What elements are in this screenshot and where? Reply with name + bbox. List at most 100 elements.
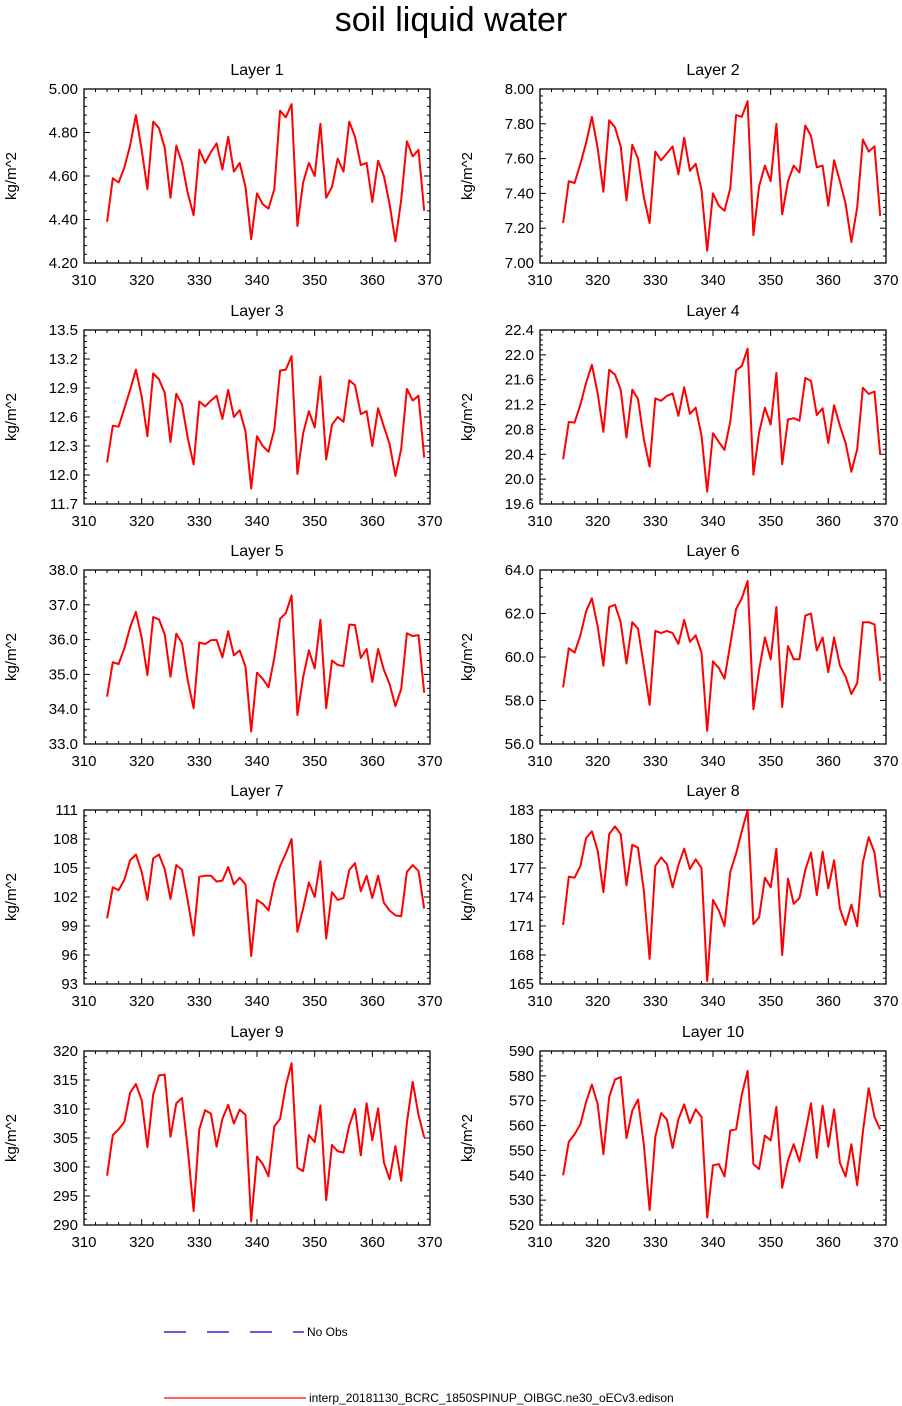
series-line: [106, 103, 426, 243]
y-tick-label: 290: [53, 1217, 78, 1234]
x-tick-label: 370: [873, 513, 898, 530]
plot-title: Layer 2: [686, 62, 739, 79]
y-tick-label: 36.0: [49, 632, 78, 649]
x-tick-label: 350: [758, 753, 783, 770]
series-line: [562, 347, 882, 493]
y-tick-label: 7.20: [505, 220, 534, 237]
x-tick-label: 360: [816, 272, 841, 289]
y-tick-label: 305: [53, 1130, 78, 1147]
series-line: [106, 355, 426, 490]
y-tick-label: 93: [61, 976, 78, 993]
y-tick-label: 19.6: [505, 496, 534, 513]
y-axis-label: kg/m^2: [459, 873, 476, 921]
y-axis-label: kg/m^2: [459, 152, 476, 200]
x-tick-label: 310: [527, 272, 552, 289]
x-tick-label: 330: [643, 513, 668, 530]
y-tick-label: 4.20: [49, 255, 78, 272]
y-tick-label: 168: [509, 947, 534, 964]
x-tick-label: 330: [187, 753, 212, 770]
plot-title: Layer 6: [686, 543, 739, 560]
x-tick-label: 330: [187, 513, 212, 530]
x-tick-label: 350: [758, 993, 783, 1010]
y-tick-label: 7.40: [505, 185, 534, 202]
y-tick-label: 102: [53, 889, 78, 906]
series-line: [562, 1069, 882, 1219]
layer-plot-10: Layer 10 310 320 330 340 350 360 370 520 530 540 55…: [459, 1024, 899, 1251]
y-tick-label: 60.0: [505, 649, 534, 666]
y-tick-label: 530: [509, 1192, 534, 1209]
x-tick-label: 320: [129, 272, 154, 289]
y-tick-label: 99: [61, 918, 78, 935]
plot-frame: [83, 569, 431, 745]
x-tick-label: 370: [873, 1234, 898, 1251]
y-tick-label: 580: [509, 1068, 534, 1085]
x-tick-label: 370: [873, 993, 898, 1010]
plot-frame: [83, 809, 431, 985]
layer-plot-8: Layer 8 310 320 330 340 350 360 370 165 168 171 174…: [459, 783, 899, 1010]
x-tick-label: 350: [302, 272, 327, 289]
y-tick-label: 105: [53, 860, 78, 877]
plot-frame: [539, 809, 887, 985]
y-tick-label: 165: [509, 976, 534, 993]
x-tick-label: 350: [302, 993, 327, 1010]
x-tick-label: 330: [643, 753, 668, 770]
x-tick-label: 360: [816, 513, 841, 530]
x-tick-label: 340: [244, 993, 269, 1010]
layer-plot-7: Layer 7 310 320 330 340 350 360 370 93 96 99 102 105…: [3, 783, 443, 1010]
x-tick-label: 320: [129, 1234, 154, 1251]
x-tick-label: 360: [360, 753, 385, 770]
x-tick-label: 320: [585, 1234, 610, 1251]
x-tick-label: 370: [417, 272, 442, 289]
main-title: soil liquid water: [334, 1, 568, 39]
x-tick-label: 360: [360, 993, 385, 1010]
plot-frame: [539, 88, 887, 264]
x-tick-label: 350: [302, 1234, 327, 1251]
y-tick-label: 5.00: [49, 81, 78, 98]
x-tick-label: 350: [758, 1234, 783, 1251]
x-tick-label: 350: [302, 513, 327, 530]
x-tick-label: 330: [643, 993, 668, 1010]
y-tick-label: 7.00: [505, 255, 534, 272]
y-axis-label: kg/m^2: [3, 152, 20, 200]
x-tick-label: 340: [244, 1234, 269, 1251]
x-tick-label: 370: [417, 513, 442, 530]
y-axis-label: kg/m^2: [3, 633, 20, 681]
x-tick-label: 310: [71, 993, 96, 1010]
y-tick-label: 7.80: [505, 116, 534, 133]
layer-plot-9: Layer 9 310 320 330 340 350 360 370 290 295 300 305…: [3, 1024, 443, 1251]
y-axis-label: kg/m^2: [3, 393, 20, 441]
y-tick-label: 295: [53, 1188, 78, 1205]
x-tick-label: 350: [758, 272, 783, 289]
y-axis-label: kg/m^2: [459, 393, 476, 441]
x-tick-label: 370: [417, 1234, 442, 1251]
legend-series-label: interp_20181130_BCRC_1850SPINUP_OIBGC.ne…: [309, 1391, 674, 1405]
x-tick-label: 320: [585, 753, 610, 770]
y-axis-label: kg/m^2: [3, 873, 20, 921]
plot-frame: [83, 1050, 431, 1226]
y-tick-label: 13.5: [49, 322, 78, 339]
series-line: [562, 809, 882, 983]
x-tick-label: 340: [700, 513, 725, 530]
y-tick-label: 22.4: [505, 322, 534, 339]
y-tick-label: 183: [509, 802, 534, 819]
layer-plot-5: Layer 5 310 320 330 340 350 360 370 33.0 34.0 35.0…: [3, 543, 443, 770]
plot-title: Layer 1: [230, 62, 283, 79]
plot-frame: [83, 329, 431, 505]
layer-plot-6: Layer 6 310 320 330 340 350 360 370 56.0 58.0 60.0…: [459, 543, 899, 770]
y-tick-label: 180: [509, 831, 534, 848]
x-tick-label: 360: [816, 753, 841, 770]
y-tick-label: 20.8: [505, 421, 534, 438]
y-tick-label: 4.40: [49, 212, 78, 229]
plot-title: Layer 4: [686, 303, 739, 320]
y-axis-label: kg/m^2: [459, 1114, 476, 1162]
y-tick-label: 21.6: [505, 372, 534, 389]
x-tick-label: 360: [816, 1234, 841, 1251]
x-tick-label: 360: [816, 993, 841, 1010]
y-tick-label: 22.0: [505, 347, 534, 364]
y-tick-label: 111: [55, 802, 78, 819]
y-tick-label: 174: [509, 889, 534, 906]
y-tick-label: 4.60: [49, 168, 78, 185]
x-tick-label: 310: [527, 513, 552, 530]
y-tick-label: 108: [53, 831, 78, 848]
y-tick-label: 177: [509, 860, 534, 877]
